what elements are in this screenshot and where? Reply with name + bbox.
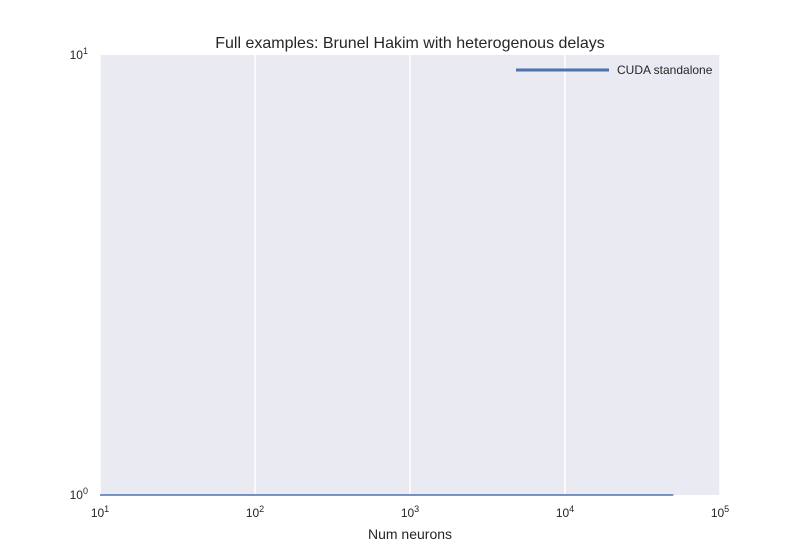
legend: CUDA standalone [516,63,713,77]
x-tick-label: 103 [401,504,419,520]
x-tick-label: 104 [556,504,574,520]
y-tick-label: 100 [70,486,88,502]
x-axis-label: Num neurons [368,526,452,542]
x-tick-label: 105 [711,504,729,520]
y-tick-label: 101 [70,46,88,62]
x-tick-label: 101 [91,504,109,520]
x-tick-label: 102 [246,504,264,520]
legend-label-cuda-standalone: CUDA standalone [617,63,713,77]
x-tick-labels: 101 102 103 104 105 [91,504,729,520]
grid-lines [99,55,721,495]
chart-title: Full examples: Brunel Hakim with heterog… [215,35,605,52]
y-tick-labels: 100 101 [70,46,88,502]
